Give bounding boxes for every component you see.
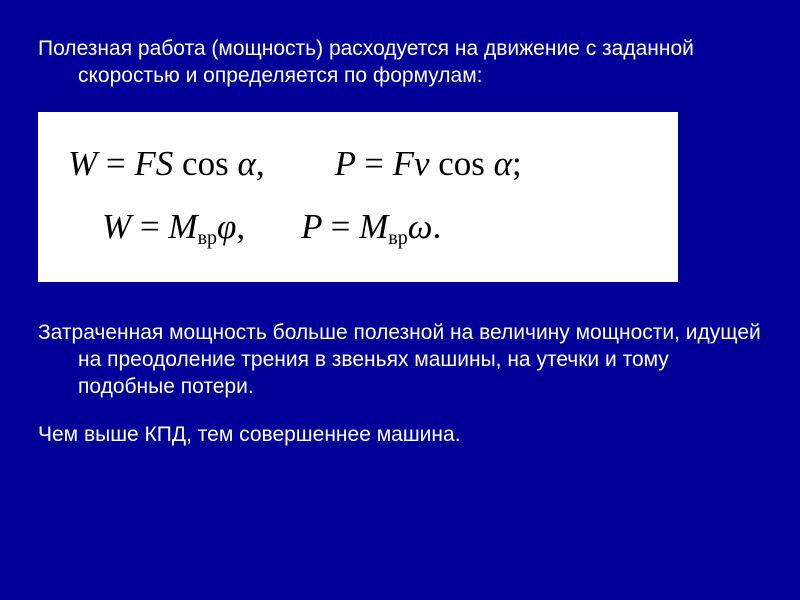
f2l-lhs: W bbox=[102, 207, 131, 246]
f2l-end: , bbox=[236, 207, 245, 246]
f1l-lhs: W bbox=[68, 144, 97, 183]
f1l-eq: = bbox=[106, 144, 126, 183]
f1r-lhs: P bbox=[335, 144, 356, 183]
f1l-rhs-tail: α bbox=[237, 144, 255, 183]
f2l-eq: = bbox=[140, 207, 160, 246]
formula-box: W = FS cos α, P = Fv cos α; W = Mврφ, P bbox=[38, 112, 678, 282]
f1r-eq: = bbox=[364, 144, 384, 183]
f1r-rhs-tail: α bbox=[494, 144, 512, 183]
f1l-rhs-up: cos bbox=[173, 144, 237, 183]
slide: Полезная работа (мощность) расходуется н… bbox=[0, 0, 800, 449]
f1l-rhs-it: FS bbox=[134, 144, 173, 183]
f2l-sub: вр bbox=[198, 227, 217, 249]
formula-2-left: W = Mврφ, bbox=[102, 209, 245, 248]
f1r-rhs-up: cos bbox=[430, 144, 494, 183]
conclusion-paragraph: Чем выше КПД, тем совершеннее машина. bbox=[38, 422, 762, 449]
f1l-end: , bbox=[256, 144, 265, 183]
formula-1-right: P = Fv cos α; bbox=[335, 146, 522, 181]
f2r-lhs: P bbox=[301, 207, 322, 246]
f2r-end: . bbox=[432, 207, 441, 246]
formula-2-right: P = Mврω. bbox=[301, 209, 441, 248]
explanation-paragraph: Затраченная мощность больше полезной на … bbox=[38, 320, 762, 401]
formula-row-2: W = Mврφ, P = Mврω. bbox=[68, 209, 648, 248]
f1r-rhs-it: Fv bbox=[393, 144, 430, 183]
formula-1-left: W = FS cos α, bbox=[68, 146, 265, 181]
f2r-tail: ω bbox=[408, 207, 433, 246]
f1r-end: ; bbox=[512, 144, 522, 183]
f2l-tail: φ bbox=[217, 207, 236, 246]
intro-paragraph: Полезная работа (мощность) расходуется н… bbox=[38, 36, 762, 90]
f2r-eq: = bbox=[331, 207, 351, 246]
formula-row-1: W = FS cos α, P = Fv cos α; bbox=[68, 146, 648, 181]
f2r-M: M bbox=[359, 207, 388, 246]
f2r-sub: вр bbox=[388, 227, 407, 249]
f2l-M: M bbox=[168, 207, 197, 246]
